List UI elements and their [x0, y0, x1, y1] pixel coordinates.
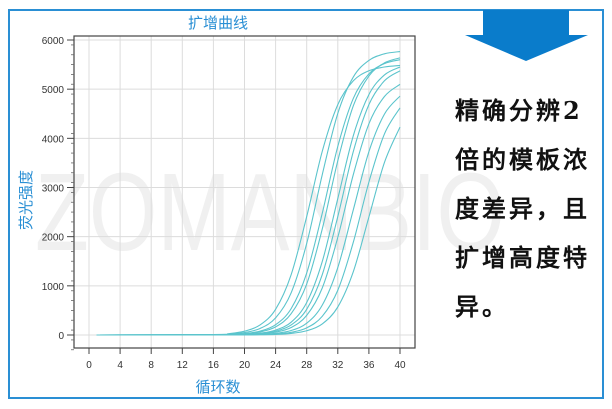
description-line: 倍的模板浓 — [455, 145, 590, 174]
x-tick-label: 16 — [208, 360, 220, 371]
x-tick-label: 4 — [117, 360, 123, 371]
description-line: 度差异，且 — [455, 194, 590, 223]
x-tick-label: 40 — [394, 360, 406, 371]
description-text: 精确分辨2 倍的模板浓 度差异，且 扩增高度特 异。 — [455, 86, 600, 331]
x-tick-label: 12 — [177, 360, 189, 371]
x-tick-label: 20 — [239, 360, 251, 371]
description-line: 扩增高度特 — [455, 243, 590, 272]
panel-frame — [8, 9, 604, 399]
amplification-curve-10 — [96, 126, 401, 336]
x-tick-label: 0 — [86, 360, 92, 371]
x-tick-label: 36 — [363, 360, 375, 371]
x-tick-label: 24 — [270, 360, 282, 371]
description-line: 异。 — [455, 292, 509, 321]
x-tick-label: 32 — [332, 360, 344, 371]
y-tick-label: 0 — [58, 331, 64, 342]
chart-title: 扩增曲线 — [188, 14, 248, 32]
description-line: 精确分辨2 — [455, 96, 583, 125]
y-axis-label: 荧光强度 — [17, 170, 35, 230]
x-tick-label: 8 — [148, 360, 154, 371]
y-tick-label: 6000 — [42, 36, 65, 47]
y-tick-label: 4000 — [42, 134, 65, 145]
x-tick-label: 28 — [301, 360, 313, 371]
arrow-down-icon — [465, 10, 588, 61]
watermark: ZOMANBIO — [35, 151, 505, 274]
x-axis-label: 循环数 — [195, 378, 240, 396]
y-tick-label: 3000 — [42, 184, 65, 195]
y-tick-label: 2000 — [42, 233, 65, 244]
y-tick-label: 5000 — [42, 85, 65, 96]
y-tick-label: 1000 — [42, 282, 65, 293]
